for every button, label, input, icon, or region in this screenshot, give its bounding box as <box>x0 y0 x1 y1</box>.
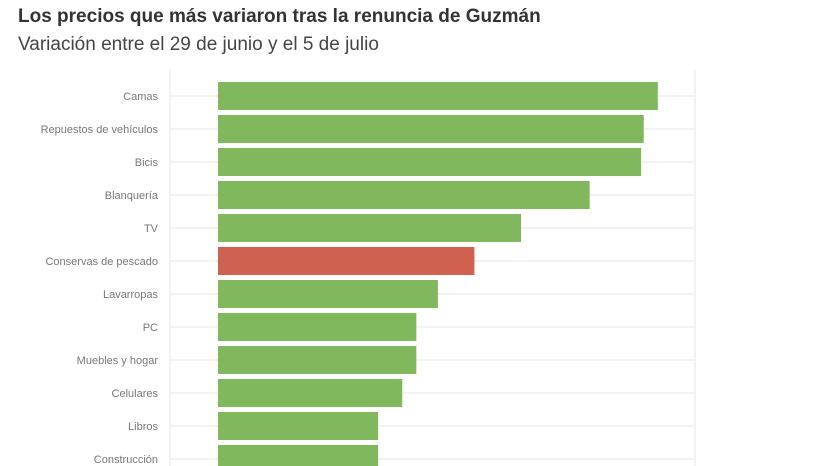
category-label: Celulares <box>112 388 159 400</box>
bar-10 <box>218 412 379 440</box>
bar-7 <box>218 313 417 341</box>
category-label: Bicis <box>135 157 159 169</box>
bar-5 <box>218 247 475 275</box>
bar-1 <box>218 115 644 143</box>
bar-3 <box>218 181 590 209</box>
category-label: Construcción <box>94 454 158 466</box>
category-label: Libros <box>128 421 158 433</box>
category-label: Camas <box>123 91 158 103</box>
category-label: Lavarropas <box>103 289 159 301</box>
chart-title: Los precios que más variaron tras la ren… <box>18 6 541 27</box>
bar-8 <box>218 346 417 374</box>
bar-0 <box>218 82 658 110</box>
chart-subtitle: Variación entre el 29 de junio y el 5 de… <box>18 34 379 55</box>
category-label: Conservas de pescado <box>45 256 158 268</box>
bar-2 <box>218 148 642 176</box>
bar-11 <box>218 445 379 466</box>
bar-9 <box>218 379 403 407</box>
bar-4 <box>218 214 522 242</box>
category-label: TV <box>144 223 159 235</box>
bar-6 <box>218 280 438 308</box>
category-label: PC <box>143 322 158 334</box>
category-label: Repuestos de vehículos <box>41 124 159 136</box>
category-label: Blanquería <box>105 190 159 202</box>
category-label: Muebles y hogar <box>77 355 159 367</box>
